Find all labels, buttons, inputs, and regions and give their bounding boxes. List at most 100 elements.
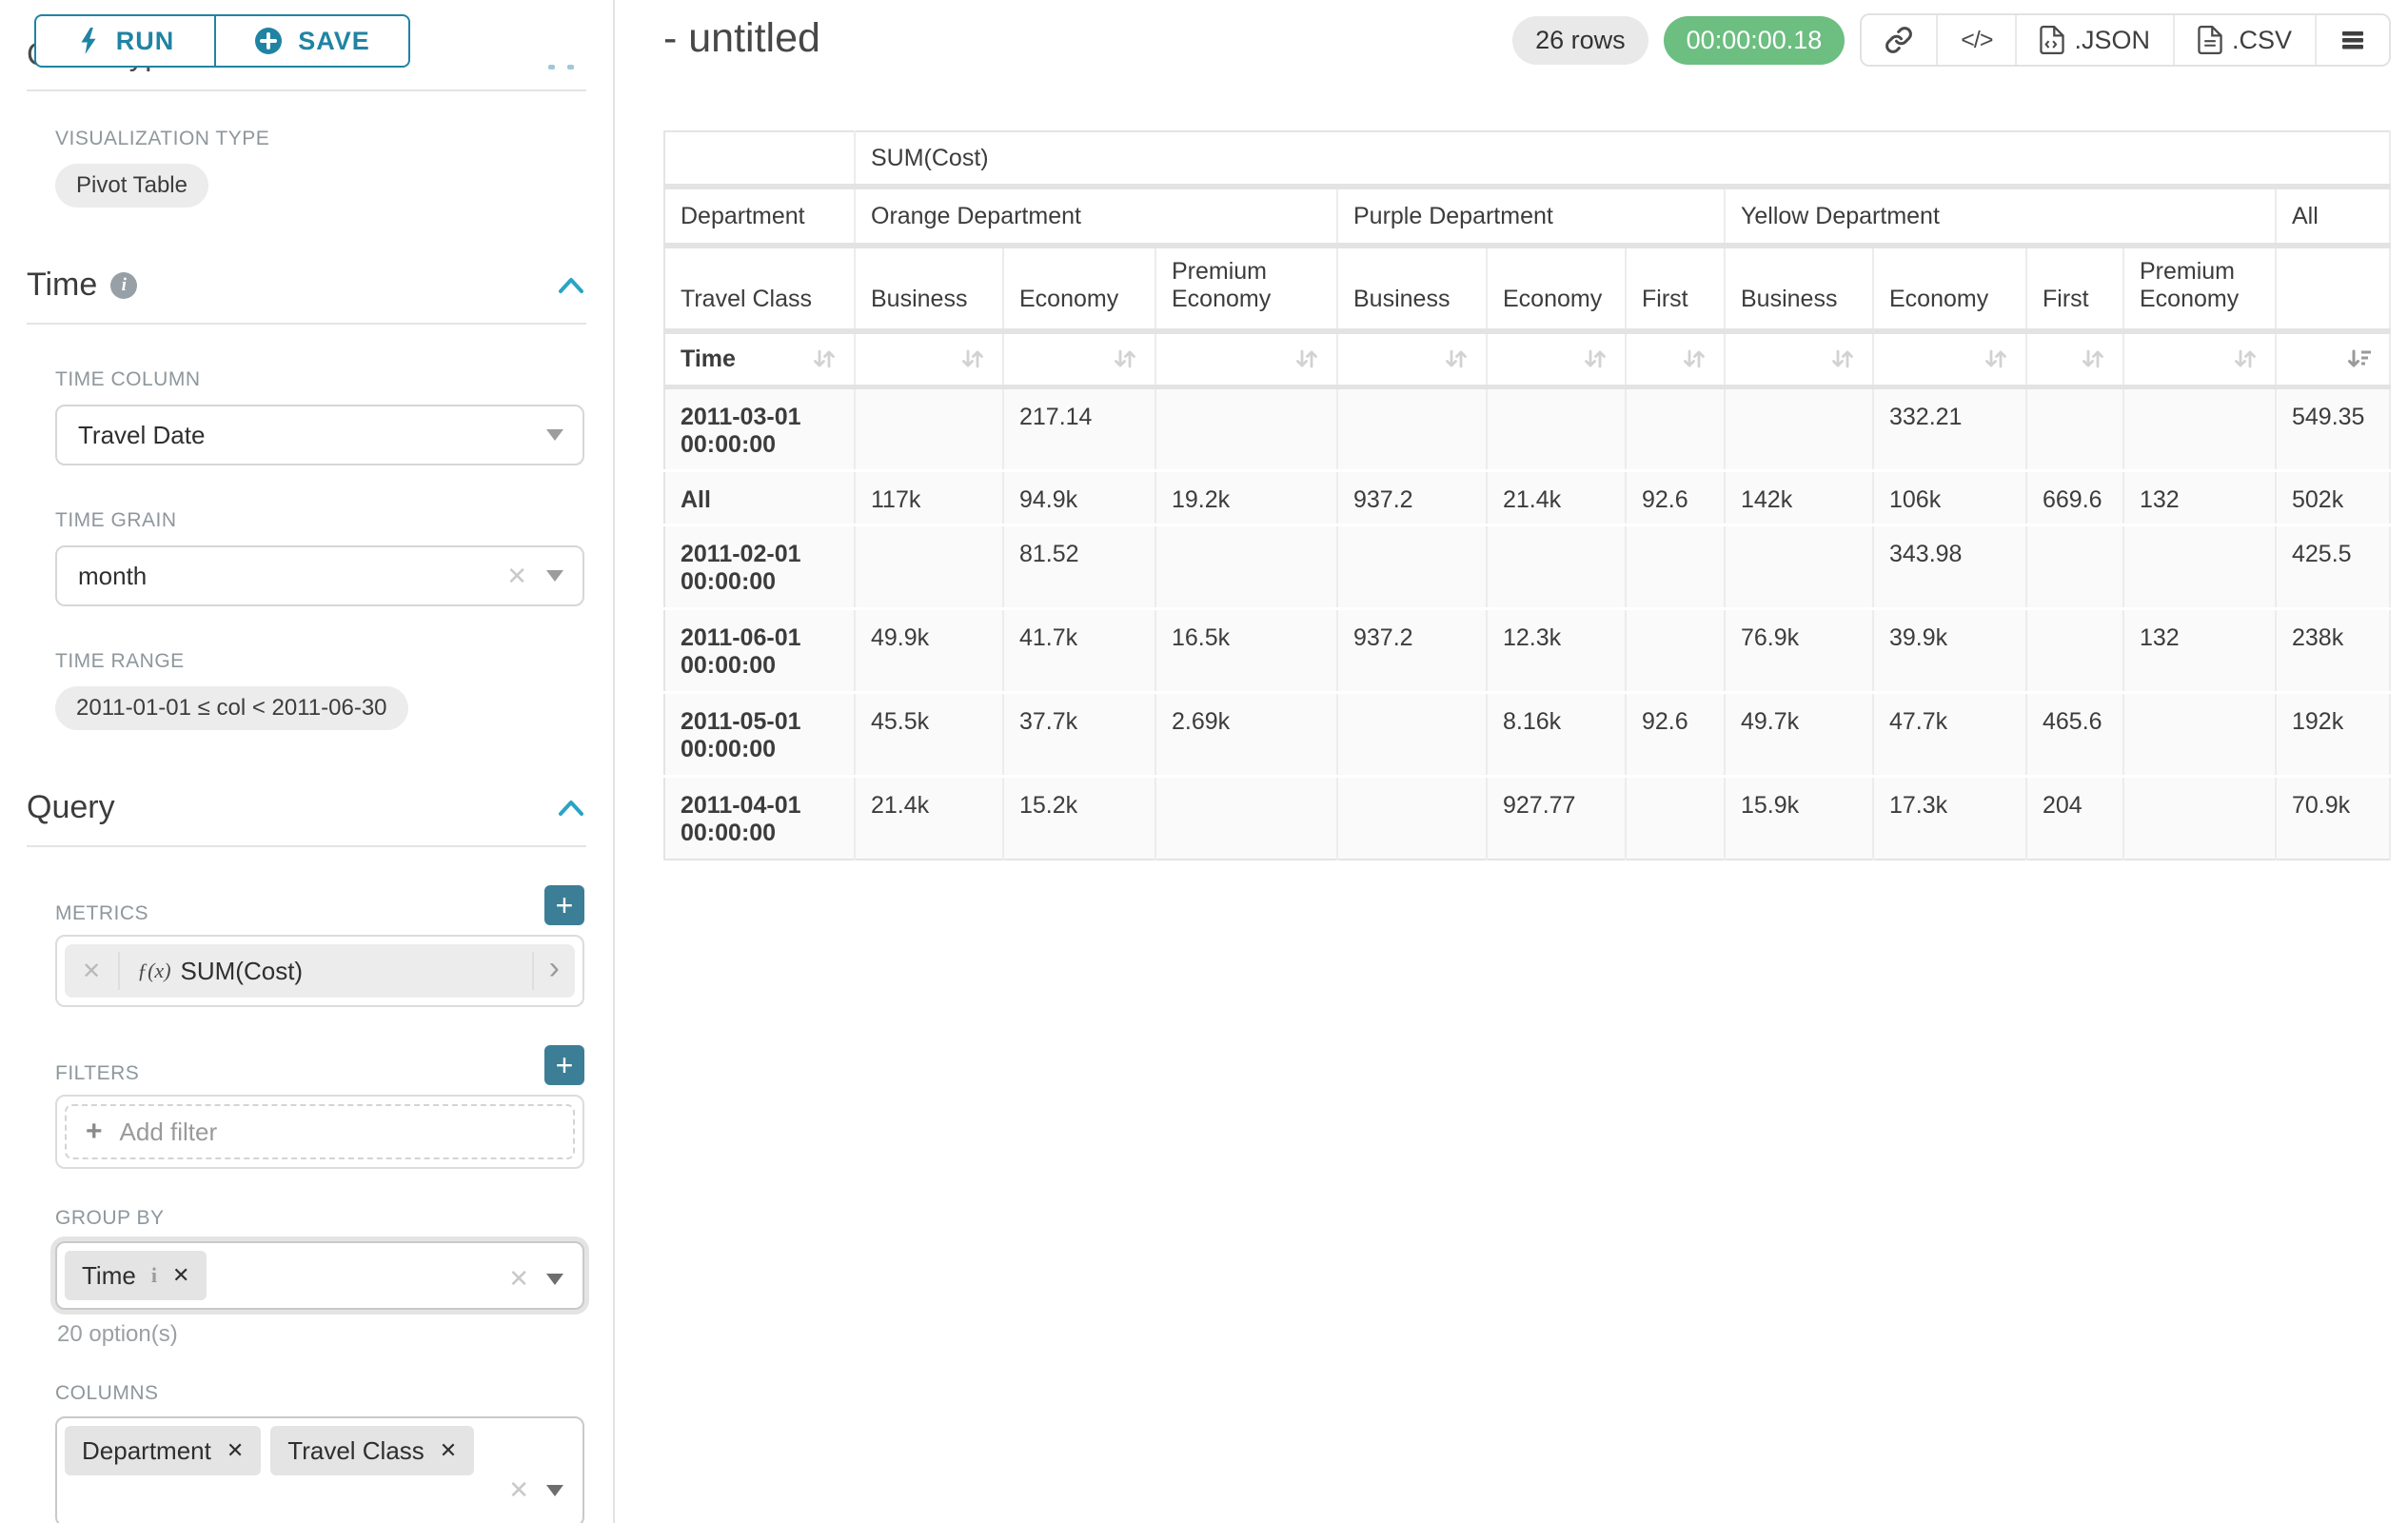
sort-column-header[interactable] bbox=[1155, 331, 1337, 386]
time-grain-field: TIME GRAIN month ✕ bbox=[55, 509, 584, 606]
value-cell: 2.69k bbox=[1155, 692, 1337, 776]
save-button[interactable]: SAVE bbox=[215, 14, 410, 68]
sort-icon[interactable] bbox=[810, 345, 839, 373]
remove-chip-icon[interactable]: ✕ bbox=[172, 1263, 189, 1288]
sort-column-header[interactable] bbox=[1003, 331, 1155, 386]
value-cell: 70.9k bbox=[2276, 776, 2390, 860]
sort-column-header[interactable]: Time bbox=[664, 331, 855, 386]
chevron-up-icon[interactable] bbox=[556, 275, 586, 296]
view-query-button[interactable]: </> bbox=[1936, 15, 2015, 65]
sort-icon[interactable] bbox=[1828, 345, 1857, 373]
value-cell: 332.21 bbox=[1873, 386, 2026, 470]
add-metric-button[interactable]: + bbox=[544, 885, 584, 925]
value-cell bbox=[1337, 692, 1487, 776]
value-cell: 45.5k bbox=[855, 692, 1003, 776]
time-section-header[interactable]: Time i bbox=[27, 267, 586, 304]
sort-column-header[interactable] bbox=[1626, 331, 1725, 386]
chevron-right-icon[interactable]: › bbox=[534, 950, 575, 993]
sort-icon[interactable] bbox=[1680, 345, 1708, 373]
chevron-up-icon[interactable] bbox=[556, 798, 586, 819]
visualization-type-label: VISUALIZATION TYPE bbox=[55, 128, 584, 150]
sort-icon[interactable] bbox=[1442, 345, 1470, 373]
plus-icon: + bbox=[86, 1116, 103, 1148]
caret-down-icon[interactable] bbox=[546, 1485, 563, 1496]
sort-column-header[interactable] bbox=[1873, 331, 2026, 386]
table-row: 2011-05-01 00:00:0045.5k37.7k2.69k8.16k9… bbox=[664, 692, 2390, 776]
sort-icon[interactable] bbox=[958, 345, 987, 373]
run-button[interactable]: RUN bbox=[34, 14, 215, 68]
sort-column-header[interactable] bbox=[1487, 331, 1626, 386]
sort-icon[interactable] bbox=[1111, 345, 1139, 373]
row-label: 2011-05-01 00:00:00 bbox=[664, 692, 855, 776]
export-csv-button[interactable]: .CSV bbox=[2173, 15, 2315, 65]
info-icon: i bbox=[110, 272, 137, 299]
row-label: 2011-04-01 00:00:00 bbox=[664, 776, 855, 860]
sort-column-header[interactable] bbox=[2026, 331, 2123, 386]
sort-icon[interactable] bbox=[1581, 345, 1609, 373]
remove-chip-icon[interactable]: ✕ bbox=[440, 1438, 457, 1463]
caret-down-icon[interactable] bbox=[546, 1274, 563, 1285]
travel-class-column-header: First bbox=[2026, 246, 2123, 331]
columns-select[interactable]: Department ✕ Travel Class ✕ ✕ bbox=[55, 1416, 584, 1523]
sort-column-header[interactable] bbox=[2276, 331, 2390, 386]
value-cell: 117k bbox=[855, 470, 1003, 524]
sort-column-header[interactable] bbox=[1725, 331, 1873, 386]
sort-icon[interactable] bbox=[1982, 345, 2010, 373]
remove-metric-icon[interactable]: ✕ bbox=[65, 958, 118, 985]
caret-down-icon[interactable] bbox=[546, 429, 563, 441]
field-chip[interactable]: Time i ✕ bbox=[65, 1251, 207, 1300]
time-axis-label: Time bbox=[681, 346, 736, 373]
value-cell bbox=[2123, 776, 2276, 860]
export-json-button[interactable]: .JSON bbox=[2015, 15, 2173, 65]
time-range-pill[interactable]: 2011-01-01 ≤ col < 2011-06-30 bbox=[55, 686, 408, 730]
time-column-select[interactable]: Travel Date bbox=[55, 405, 584, 465]
department-header-row: Department Orange DepartmentPurple Depar… bbox=[664, 187, 2390, 246]
department-group-header: Yellow Department bbox=[1725, 187, 2276, 246]
value-cell bbox=[1487, 386, 1626, 470]
function-icon: ƒ(x) bbox=[137, 959, 170, 983]
metric-chip[interactable]: ✕ ƒ(x) SUM(Cost) › bbox=[65, 944, 575, 998]
time-grain-select[interactable]: month ✕ bbox=[55, 545, 584, 606]
travel-class-header-row: Travel Class BusinessEconomyPremium Econ… bbox=[664, 246, 2390, 331]
value-cell: 204 bbox=[2026, 776, 2123, 860]
sort-column-header[interactable] bbox=[2123, 331, 2276, 386]
add-filter-button[interactable]: + bbox=[544, 1045, 584, 1085]
value-cell: 142k bbox=[1725, 470, 1873, 524]
metrics-label: METRICS bbox=[55, 902, 148, 925]
metrics-field: METRICS + ✕ ƒ(x) SUM(Cost) › bbox=[55, 885, 584, 1007]
clear-icon[interactable]: ✕ bbox=[506, 562, 527, 591]
clear-icon[interactable]: ✕ bbox=[508, 1475, 529, 1505]
value-cell: 937.2 bbox=[1337, 608, 1487, 692]
sidebar-header: Chart Type RUN SAVE bbox=[27, 0, 586, 91]
more-options-button[interactable] bbox=[2315, 15, 2389, 65]
viz-type-pill[interactable]: Pivot Table bbox=[55, 164, 208, 208]
share-link-button[interactable] bbox=[1862, 15, 1936, 65]
value-cell: 19.2k bbox=[1155, 470, 1337, 524]
sort-icon[interactable] bbox=[1293, 345, 1321, 373]
clear-icon[interactable]: ✕ bbox=[508, 1264, 529, 1294]
sort-icon[interactable] bbox=[2231, 345, 2260, 373]
sort-column-header[interactable] bbox=[1337, 331, 1487, 386]
group-by-select[interactable]: Time i ✕ ✕ bbox=[55, 1241, 584, 1310]
remove-chip-icon[interactable]: ✕ bbox=[227, 1438, 244, 1463]
add-filter-dropzone[interactable]: + Add filter bbox=[65, 1104, 575, 1159]
query-section-header[interactable]: Query bbox=[27, 789, 586, 826]
caret-down-icon[interactable] bbox=[546, 570, 563, 582]
travel-class-column-header: Economy bbox=[1003, 246, 1155, 331]
value-cell bbox=[1626, 386, 1725, 470]
sort-descending-icon[interactable] bbox=[2345, 345, 2374, 373]
filters-box: + Add filter bbox=[55, 1095, 584, 1169]
result-toolbar: 26 rows 00:00:00.18 </> .JSON .CSV bbox=[1512, 13, 2391, 67]
value-cell: 76.9k bbox=[1725, 608, 1873, 692]
field-chip[interactable]: Department ✕ bbox=[65, 1426, 261, 1475]
metric-header-cell: SUM(Cost) bbox=[855, 131, 2390, 187]
value-cell: 17.3k bbox=[1873, 776, 2026, 860]
sort-column-header[interactable] bbox=[855, 331, 1003, 386]
sort-icon[interactable] bbox=[2079, 345, 2107, 373]
section-divider bbox=[27, 845, 586, 847]
value-cell bbox=[2026, 386, 2123, 470]
collapse-chevron-partial-icon[interactable] bbox=[548, 65, 586, 72]
field-chip[interactable]: Travel Class ✕ bbox=[270, 1426, 474, 1475]
file-json-icon bbox=[2040, 26, 2064, 54]
value-cell: 502k bbox=[2276, 470, 2390, 524]
